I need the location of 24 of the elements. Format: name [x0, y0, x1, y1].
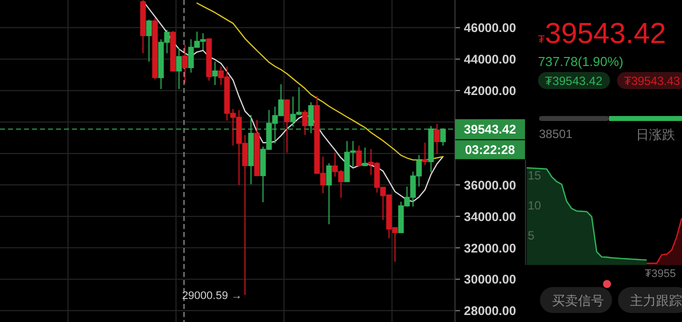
y-tick-label: 46000.00: [464, 21, 516, 36]
text: 737.78(1.90%): [538, 54, 624, 69]
y-tick-label: 32000.00: [464, 241, 516, 256]
text: 买卖信号: [552, 293, 604, 308]
text: ₮3955: [644, 268, 676, 280]
text: ₮39543.43: [624, 74, 680, 88]
text: 38501: [539, 127, 573, 141]
y-tick-label: 44000.00: [464, 52, 516, 67]
y-tick-label: 42000.00: [464, 84, 516, 98]
y-tick-label: 34000.00: [464, 210, 516, 224]
y-tick-label: 28000.00: [464, 304, 516, 318]
text: 日涨跌: [636, 127, 675, 142]
y-tick-label: 10: [528, 198, 542, 212]
text: ₮: [538, 34, 545, 46]
text: ₮39543.42: [545, 74, 603, 88]
text: 39543.42: [545, 18, 666, 50]
y-tick-label: 15: [528, 168, 542, 182]
y-tick-label: 36000.00: [464, 178, 516, 192]
annotation: 29000.59 →: [182, 290, 242, 302]
y-tick-label: 30000.00: [464, 272, 516, 287]
y-tick-label: 5: [528, 228, 535, 242]
text: 主力跟踪: [630, 293, 682, 308]
text: 03:22:28: [464, 143, 516, 158]
ref-line-label: 39543.42: [464, 122, 516, 137]
